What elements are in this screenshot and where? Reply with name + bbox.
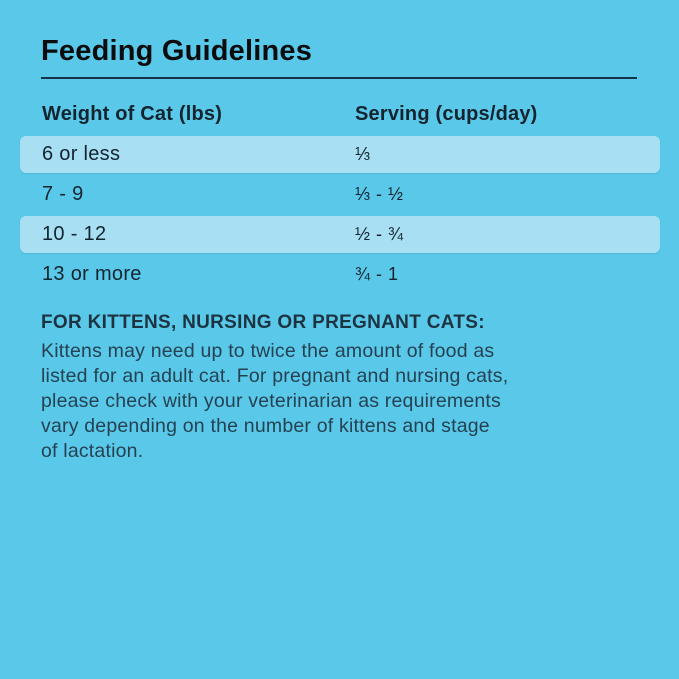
feeding-table: 6 or less ⅓ 7 - 9 ⅓ - ½ 10 - 12 ½ - ¾ 13… [20, 136, 660, 293]
kittens-note-line: vary depending on the number of kittens … [41, 415, 490, 437]
kittens-note-line: of lactation. [41, 440, 144, 462]
serving-value: ⅓ [355, 144, 371, 164]
kittens-note-line: please check with your veterinarian as r… [41, 390, 502, 412]
title-divider [41, 77, 637, 79]
serving-value: ¾ - 1 [355, 264, 399, 284]
table-row: 13 or more ¾ - 1 [20, 256, 660, 293]
serving-value: ½ - ¾ [355, 224, 404, 244]
weight-value: 6 or less [42, 143, 121, 165]
table-row: 6 or less ⅓ [20, 136, 660, 173]
weight-value: 7 - 9 [42, 183, 84, 205]
kittens-note: FOR KITTENS, NURSING OR PREGNANT CATS: K… [41, 312, 637, 464]
serving-value: ⅓ - ½ [355, 184, 404, 204]
weight-value: 10 - 12 [42, 223, 107, 245]
table-row: 7 - 9 ⅓ - ½ [20, 176, 660, 213]
page-title: Feeding Guidelines [41, 35, 313, 67]
weight-value: 13 or more [42, 263, 142, 285]
kittens-note-line: Kittens may need up to twice the amount … [41, 340, 495, 362]
column-header-weight: Weight of Cat (lbs) [42, 103, 223, 125]
column-header-serving: Serving (cups/day) [355, 103, 538, 125]
table-header-row: Weight of Cat (lbs) Serving (cups/day) [42, 103, 659, 125]
table-row: 10 - 12 ½ - ¾ [20, 216, 660, 253]
kittens-note-heading: FOR KITTENS, NURSING OR PREGNANT CATS: [41, 312, 485, 333]
kittens-note-line: listed for an adult cat. For pregnant an… [41, 365, 509, 387]
